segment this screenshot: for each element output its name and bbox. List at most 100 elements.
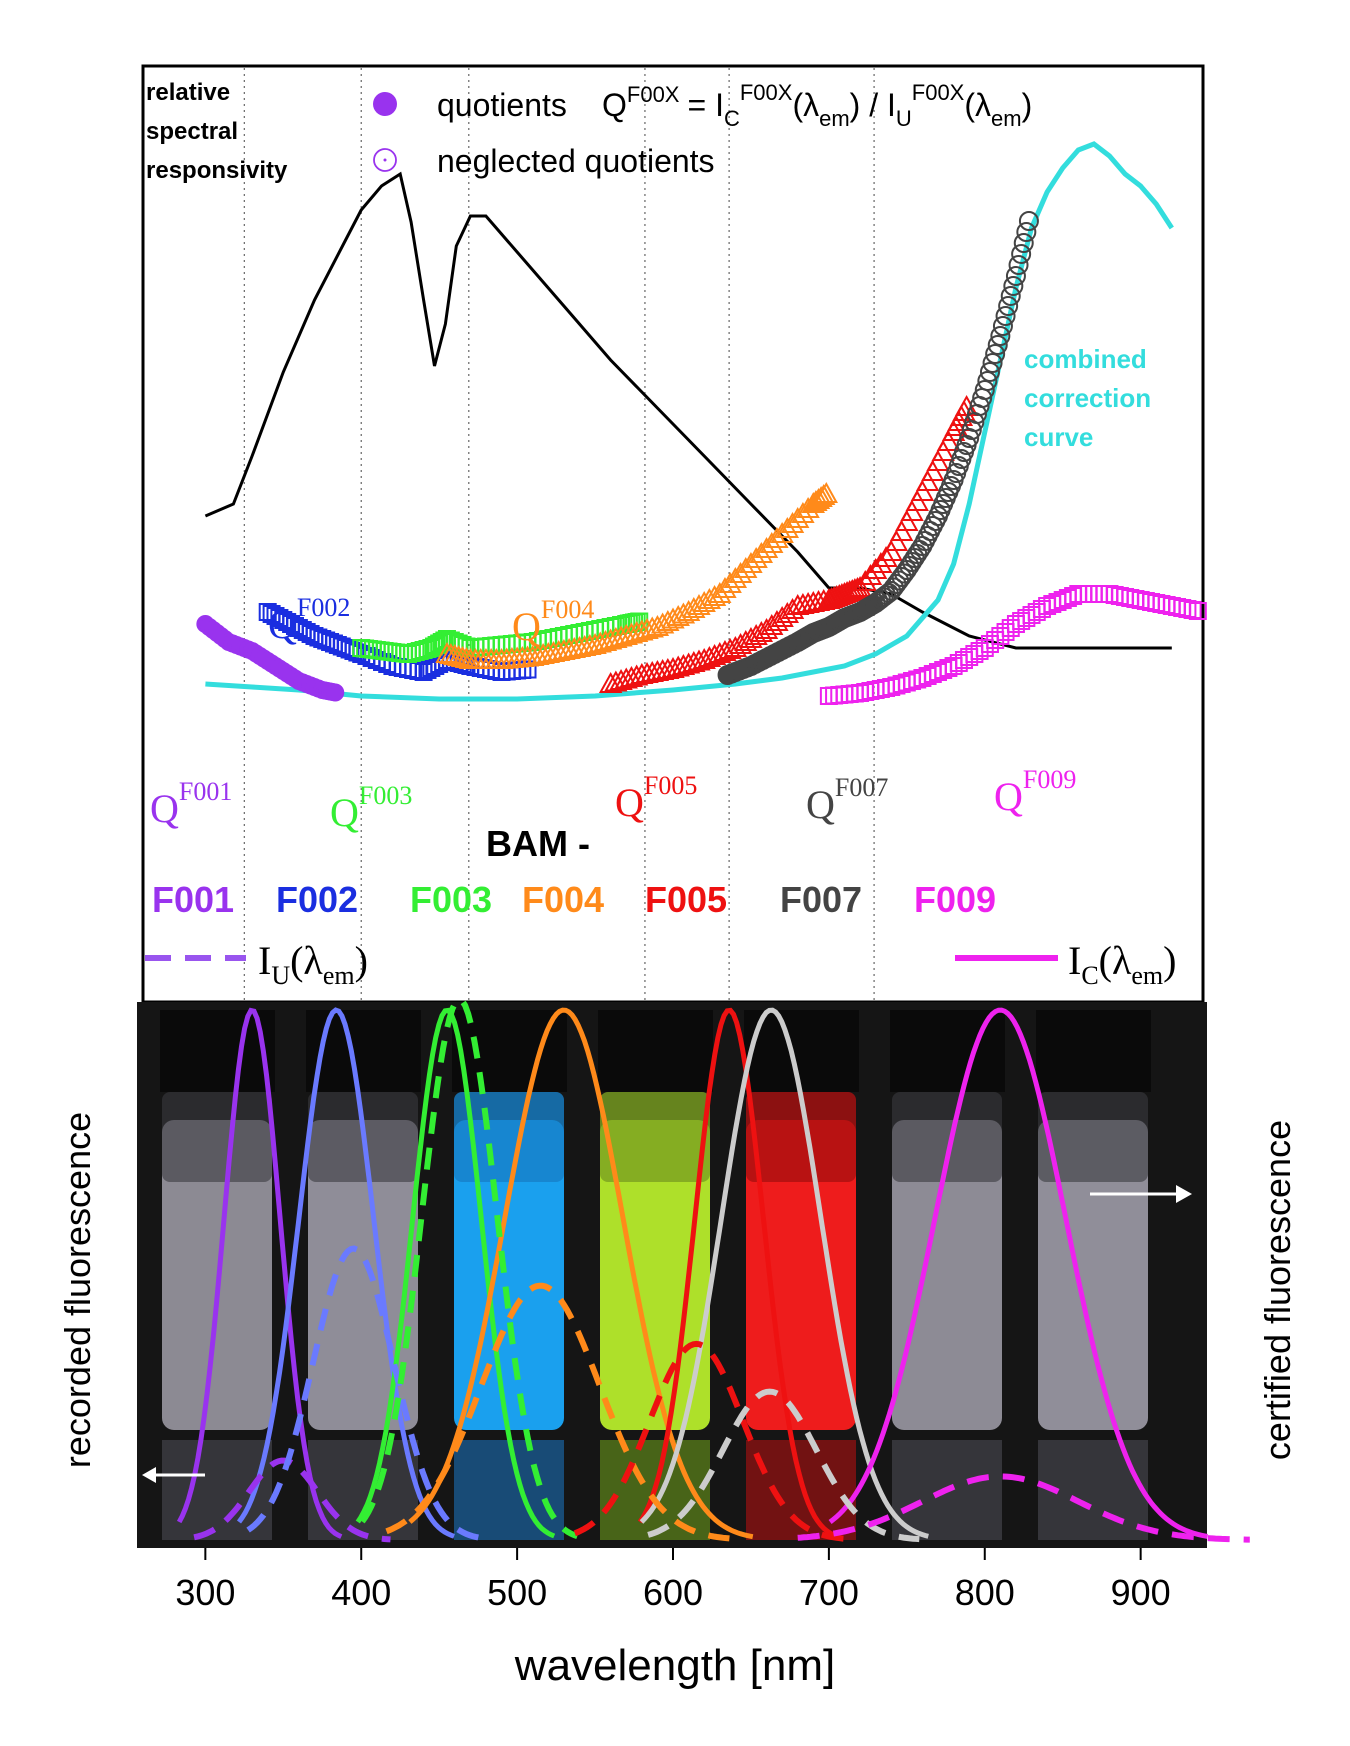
quotient-series-f005 [598, 394, 979, 693]
bam-name-f001: F001 [152, 879, 234, 920]
legend-neglected-marker [373, 148, 397, 172]
quotient-point-f007 [979, 362, 1000, 382]
x-tick-label-4: 700 [799, 1572, 859, 1613]
quotient-label-f005: QF005 [615, 771, 697, 825]
recorded-spectrum-f009 [797, 1473, 1250, 1543]
quotient-point-f007 [883, 577, 904, 598]
quotient-point-f004 [635, 617, 659, 639]
legend-responsivity-line3: responsivity [146, 157, 288, 184]
quotient-point-f005 [682, 650, 706, 672]
quotient-point-f005 [749, 620, 774, 642]
recorded-spectrum-f004 [385, 1282, 730, 1542]
certified-spectrum-f009 [828, 1007, 1208, 1539]
legend-neglected: neglected quotients [437, 143, 715, 179]
legend-ic: IC(λem) [1068, 938, 1176, 990]
quotient-point-f004 [619, 622, 644, 644]
certified-spectrum-f004 [408, 1007, 754, 1540]
quotient-point-f007 [881, 581, 902, 601]
quotient-label-f001: QF001 [150, 777, 232, 831]
quotient-point-f007 [876, 585, 897, 605]
quotient-point-f007 [974, 380, 995, 400]
quotient-point-f007 [985, 344, 1006, 364]
quotient-point-f005 [604, 670, 628, 692]
legend-neglected-marker-dot [383, 158, 387, 162]
svg-text:QF003: QF003 [330, 781, 412, 835]
correction-label-line2: correction [1024, 383, 1151, 413]
quotient-series-f001 [196, 615, 345, 702]
x-tick-label-2: 500 [487, 1572, 547, 1613]
recorded-spectrum-f001 [193, 1457, 391, 1543]
quotient-point-f007 [987, 335, 1008, 355]
quotient-point-f009 [965, 645, 984, 663]
x-axis-label: wavelength [nm] [514, 1641, 835, 1690]
recorded-spectrum-f003 [359, 996, 579, 1540]
certified-spectrum-f003 [355, 1007, 556, 1539]
quotient-point-f004 [697, 587, 722, 609]
quotient-point-f004 [809, 485, 833, 507]
bam-name-f002: F002 [276, 879, 358, 920]
bam-name-f003: F003 [410, 879, 492, 920]
quotient-point-f005 [671, 653, 696, 675]
quotient-point-f004 [614, 623, 638, 645]
quotient-point-f004 [624, 620, 649, 642]
quotient-point-f004 [598, 628, 623, 650]
quotient-point-f005 [708, 641, 732, 663]
certified-spectrum-f002 [236, 1007, 455, 1539]
quotient-series-f007 [717, 211, 1039, 685]
quotient-point-f005 [863, 557, 888, 579]
legend-formula: QF00X = ICF00X(λem) / IUF00X(λem) [602, 80, 1032, 131]
quotient-label-f009: QF009 [994, 765, 1076, 819]
quotient-point-f005 [853, 569, 877, 591]
quotient-point-f005 [676, 652, 701, 674]
quotient-series-f009 [819, 585, 1207, 705]
quotient-point-f004 [650, 612, 675, 634]
quotient-point-f007 [1005, 266, 1026, 286]
quotient-point-f004 [661, 607, 685, 629]
svg-text:QF009: QF009 [994, 765, 1076, 819]
svg-text:QF001: QF001 [150, 777, 232, 831]
quotient-markers [196, 211, 1207, 705]
certified-spectrum-f005 [637, 1007, 838, 1539]
quotient-point-f005 [609, 668, 633, 690]
quotient-point-f005 [848, 575, 872, 597]
quotient-label-f003: QF003 [330, 781, 412, 835]
quotient-point-f005 [702, 643, 727, 665]
quotient-point-f005 [874, 545, 898, 567]
legend-quotients: quotients [437, 87, 567, 123]
right-axis-arrow [1090, 1185, 1192, 1203]
quotient-point-f007 [977, 371, 998, 391]
quotient-point-f007 [1016, 222, 1037, 242]
quotient-point-f004 [630, 619, 654, 641]
emission-spectra [176, 996, 1250, 1543]
quotient-point-f002 [518, 660, 537, 679]
recorded-spectrum-f002 [246, 1245, 483, 1542]
x-tick-label-5: 800 [955, 1572, 1015, 1613]
quotient-point-f005 [858, 563, 883, 585]
certified-spectrum-f007 [639, 1007, 929, 1539]
correction-label-line3: curve [1024, 422, 1093, 452]
svg-text:QF007: QF007 [806, 773, 888, 827]
quotient-point-f005 [614, 667, 638, 689]
quotient-point-f007 [1013, 233, 1034, 253]
legend-responsivity-line1: relative [146, 79, 230, 106]
plot-curves [204, 141, 1174, 702]
svg-text:QF002: QF002 [268, 593, 350, 647]
quotient-point-f005 [687, 649, 711, 671]
legend-responsivity-line2: spectral [146, 118, 238, 145]
quotient-point-f005 [869, 551, 893, 573]
quotient-point-f005 [780, 597, 805, 619]
quotient-point-f005 [598, 671, 623, 693]
quotient-label-f004: QF004 [512, 595, 594, 649]
quotient-point-f007 [990, 326, 1011, 346]
recorded-spectrum-f007 [647, 1388, 920, 1543]
quotient-point-f004 [645, 614, 670, 636]
quotient-point-f004 [583, 632, 607, 654]
quotient-point-f004 [640, 616, 664, 638]
quotient-point-f005 [713, 639, 737, 661]
quotient-point-f004 [814, 481, 838, 503]
left-axis-arrow [142, 1467, 205, 1483]
quotient-series-f004 [435, 481, 838, 669]
quotient-point-f007 [1003, 276, 1024, 296]
quotient-label-f007: QF007 [806, 773, 888, 827]
